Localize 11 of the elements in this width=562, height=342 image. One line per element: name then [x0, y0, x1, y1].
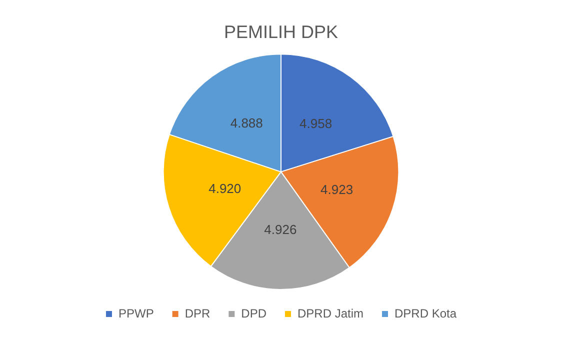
legend-label: PPWP	[118, 306, 154, 320]
data-label: 4.958	[300, 116, 332, 131]
data-label: 4.920	[208, 181, 242, 196]
data-label: 4.926	[264, 222, 297, 238]
chart-title: PEMILIH DPK	[224, 22, 338, 42]
legend-label: DPRD Jatim	[297, 306, 364, 320]
data-label: 4.888	[230, 116, 263, 131]
legend-label: DPRD Kota	[394, 306, 457, 320]
legend-label: DPD	[241, 306, 267, 320]
legend-label: DPR	[184, 306, 210, 320]
data-label: 4.923	[320, 182, 354, 198]
